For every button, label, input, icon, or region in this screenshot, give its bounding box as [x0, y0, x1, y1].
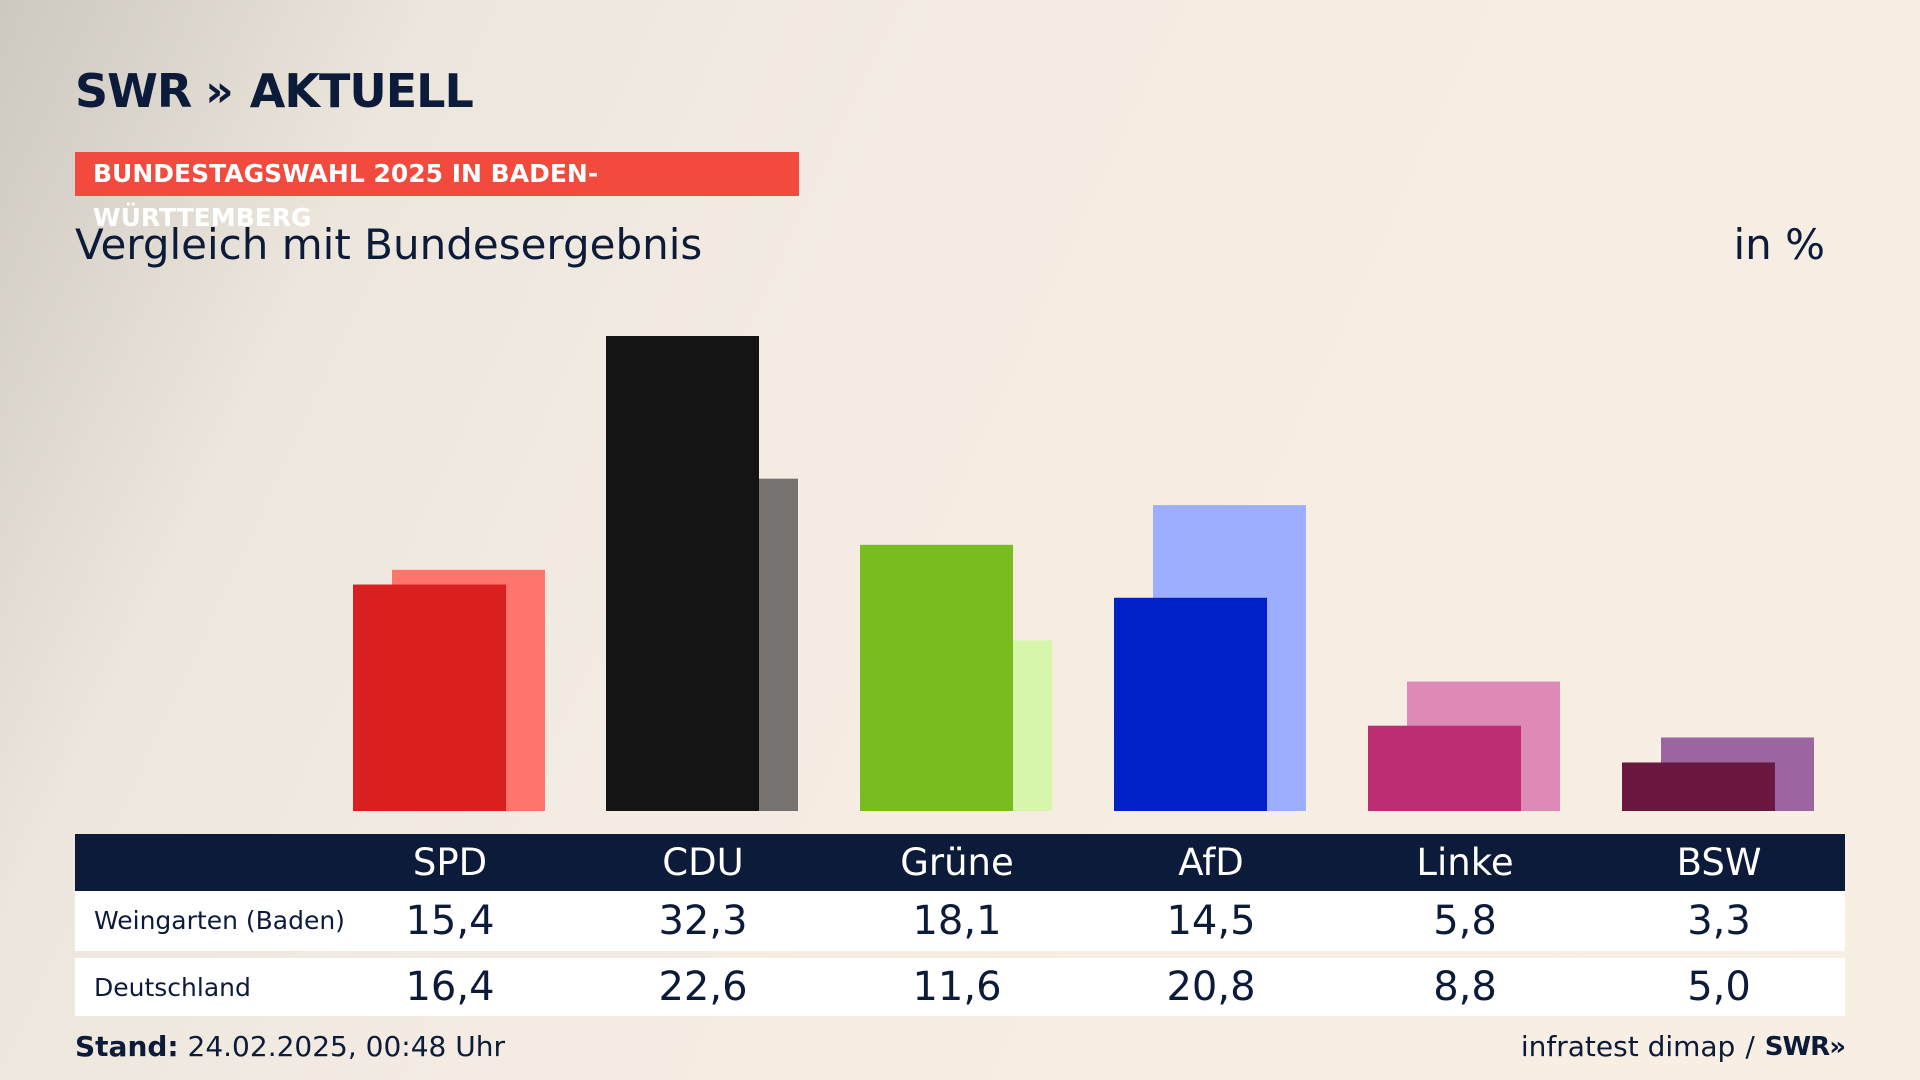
mini-logo-text: SWR [1764, 1031, 1830, 1062]
logo-suffix: AKTUELL [249, 64, 474, 118]
value-national-bsw: 5,0 [1687, 964, 1751, 1010]
source-credit: infratest dimap / SWR» [1520, 1030, 1846, 1063]
source-separator: / [1745, 1030, 1755, 1063]
row-label-national: Deutschland [94, 973, 251, 1002]
swr-aktuell-logo: SWR » AKTUELL [75, 64, 474, 118]
swr-mini-logo: SWR» [1764, 1031, 1846, 1062]
logo-text: SWR [75, 64, 192, 118]
bar-local-bsw [1622, 762, 1775, 811]
value-national-cdu: 22,6 [658, 964, 748, 1010]
value-national-afd: 20,8 [1166, 964, 1256, 1010]
value-local-bsw: 3,3 [1687, 898, 1751, 944]
timestamp: Stand: 24.02.2025, 00:48 Uhr [75, 1030, 505, 1063]
value-local-afd: 14,5 [1166, 898, 1256, 944]
results-table: SPD CDU Grüne AfD Linke BSW Weingarten (Baden… [75, 834, 1845, 1016]
party-label-grüne: Grüne [900, 841, 1014, 884]
party-label-bsw: BSW [1676, 841, 1762, 884]
value-local-cdu: 32,3 [658, 898, 748, 944]
table-row-local: Weingarten (Baden) 15,4 32,3 18,1 14,5 5,8 3,… [75, 891, 1845, 951]
bar-local-spd [353, 584, 506, 811]
unit-label: in % [1733, 220, 1825, 269]
chart-subtitle: Vergleich mit Bundesergebnis [75, 220, 703, 269]
party-label-spd: SPD [412, 841, 488, 884]
value-local-spd: 15,4 [405, 898, 495, 944]
table-row-national: Deutschland 16,4 22,6 11,6 20,8 8,8 5,0 [75, 958, 1845, 1016]
party-label-cdu: CDU [662, 841, 744, 884]
election-banner: BUNDESTAGSWAHL 2025 IN BADEN-WÜRTTEMBERG [75, 152, 799, 232]
party-header-row: SPD CDU Grüne AfD Linke BSW [75, 834, 1845, 891]
value-national-spd: 16,4 [405, 964, 495, 1010]
party-label-linke: Linke [1416, 841, 1514, 884]
row-label-local: Weingarten (Baden) [94, 906, 345, 935]
bar-local-grüne [860, 544, 1013, 811]
bar-local-cdu [606, 336, 759, 811]
value-local-linke: 5,8 [1433, 898, 1497, 944]
source-text: infratest dimap [1520, 1030, 1736, 1063]
value-national-linke: 8,8 [1433, 964, 1497, 1010]
bar-local-linke [1368, 725, 1521, 811]
value-national-grüne: 11,6 [912, 964, 1002, 1010]
bar-local-afd [1114, 597, 1267, 811]
party-label-afd: AfD [1178, 841, 1244, 884]
stand-value: 24.02.2025, 00:48 Uhr [187, 1030, 505, 1063]
mini-logo-chevron-icon: » [1829, 1031, 1846, 1062]
stand-label: Stand: [75, 1030, 179, 1063]
value-local-grüne: 18,1 [912, 898, 1002, 944]
